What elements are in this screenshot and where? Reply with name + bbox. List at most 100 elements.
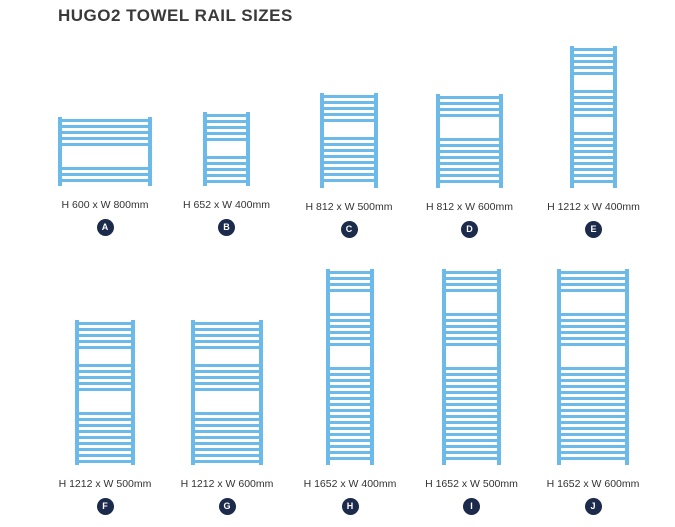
rail-bar xyxy=(442,319,501,322)
rail-bar xyxy=(58,131,152,134)
rail-bar xyxy=(570,132,617,135)
rail-bar xyxy=(203,132,250,135)
rail-bar xyxy=(436,96,503,99)
rail-bar xyxy=(326,289,374,292)
rail-bar xyxy=(570,168,617,171)
rail-bar xyxy=(191,418,263,421)
rail-bar xyxy=(191,370,263,373)
rail-bar xyxy=(320,173,378,176)
rail-bar xyxy=(75,442,135,445)
rail-bar xyxy=(442,427,501,430)
rail-upright xyxy=(246,112,250,186)
rail-bar xyxy=(436,108,503,111)
towel-rail-d xyxy=(436,94,503,188)
rail-bar xyxy=(326,277,374,280)
rail-bar xyxy=(191,430,263,433)
rail-bar xyxy=(557,313,629,316)
rail-upright xyxy=(203,112,207,186)
rail-bar xyxy=(557,271,629,274)
rail-upright xyxy=(374,93,378,188)
rail-size-label: H 1212 x W 400mm xyxy=(547,201,640,213)
towel-rail-j xyxy=(557,269,629,465)
rail-bar xyxy=(442,445,501,448)
rail-bar xyxy=(320,137,378,140)
rail-bar xyxy=(320,113,378,116)
rail-bar xyxy=(326,343,374,346)
rail-letter-badge: E xyxy=(585,221,602,238)
rail-bar xyxy=(191,424,263,427)
rail-bar xyxy=(442,403,501,406)
rail-upright xyxy=(148,117,152,186)
rail-upright xyxy=(191,320,195,465)
rail-bar xyxy=(570,144,617,147)
rail-bar xyxy=(326,409,374,412)
rail-bar xyxy=(326,283,374,286)
rail-letter-badge: H xyxy=(341,498,359,515)
rail-bar xyxy=(442,337,501,340)
rail-bar xyxy=(436,180,503,183)
rail-bar xyxy=(557,283,629,286)
rail-size-label: H 1652 x W 500mm xyxy=(425,478,518,490)
rail-bar xyxy=(320,107,378,110)
rail-bar xyxy=(75,382,135,385)
rail-bar xyxy=(326,421,374,424)
rail-bar xyxy=(203,156,250,159)
rail-bar xyxy=(442,409,501,412)
rail-bar xyxy=(557,439,629,442)
rail-bar xyxy=(75,370,135,373)
rail-bar xyxy=(326,271,374,274)
rail-bar xyxy=(320,161,378,164)
rail-bar xyxy=(436,102,503,105)
rail-bar xyxy=(191,460,263,463)
rail-bar xyxy=(320,101,378,104)
rail-bar xyxy=(326,391,374,394)
rail-bar xyxy=(326,385,374,388)
rail-bar xyxy=(557,421,629,424)
rail-bar xyxy=(191,448,263,451)
rail-bar xyxy=(570,108,617,111)
rail-bar xyxy=(557,373,629,376)
rail-bar xyxy=(326,427,374,430)
rail-bar xyxy=(203,126,250,129)
rail-bar xyxy=(191,412,263,415)
rail-bar xyxy=(557,433,629,436)
rail-bar xyxy=(75,376,135,379)
rail-bar xyxy=(75,436,135,439)
rail-bar xyxy=(557,427,629,430)
rail-bar xyxy=(442,421,501,424)
rail-bar xyxy=(442,367,501,370)
rail-bar xyxy=(191,382,263,385)
rail-bar xyxy=(75,430,135,433)
rail-bar xyxy=(75,388,135,391)
rail-bar xyxy=(203,162,250,165)
rail-bar xyxy=(570,54,617,57)
rail-bar xyxy=(326,451,374,454)
rail-size-label: H 600 x W 800mm xyxy=(61,199,149,211)
rail-upright xyxy=(259,320,263,465)
rail-bar xyxy=(442,373,501,376)
rail-bar xyxy=(58,167,152,170)
rail-bar xyxy=(442,289,501,292)
towel-rail-a xyxy=(58,117,152,186)
rail-bar xyxy=(75,460,135,463)
rail-bar xyxy=(191,334,263,337)
rail-bar xyxy=(326,439,374,442)
rail-upright xyxy=(131,320,135,465)
rail-bar xyxy=(75,328,135,331)
rail-bar xyxy=(58,137,152,140)
rail-bar xyxy=(442,415,501,418)
rail-bar xyxy=(191,388,263,391)
rail-size-label: H 1212 x W 600mm xyxy=(180,478,274,490)
rail-bar xyxy=(557,277,629,280)
rail-bar xyxy=(320,149,378,152)
rail-bar xyxy=(442,331,501,334)
rail-bar xyxy=(436,162,503,165)
rail-bar xyxy=(326,337,374,340)
rail-letter-badge: C xyxy=(340,221,358,238)
rail-bar xyxy=(320,119,378,122)
rail-bar xyxy=(326,367,374,370)
rail-bar xyxy=(203,180,250,183)
rail-upright xyxy=(58,117,62,186)
rail-bar xyxy=(557,385,629,388)
rail-bar xyxy=(557,397,629,400)
